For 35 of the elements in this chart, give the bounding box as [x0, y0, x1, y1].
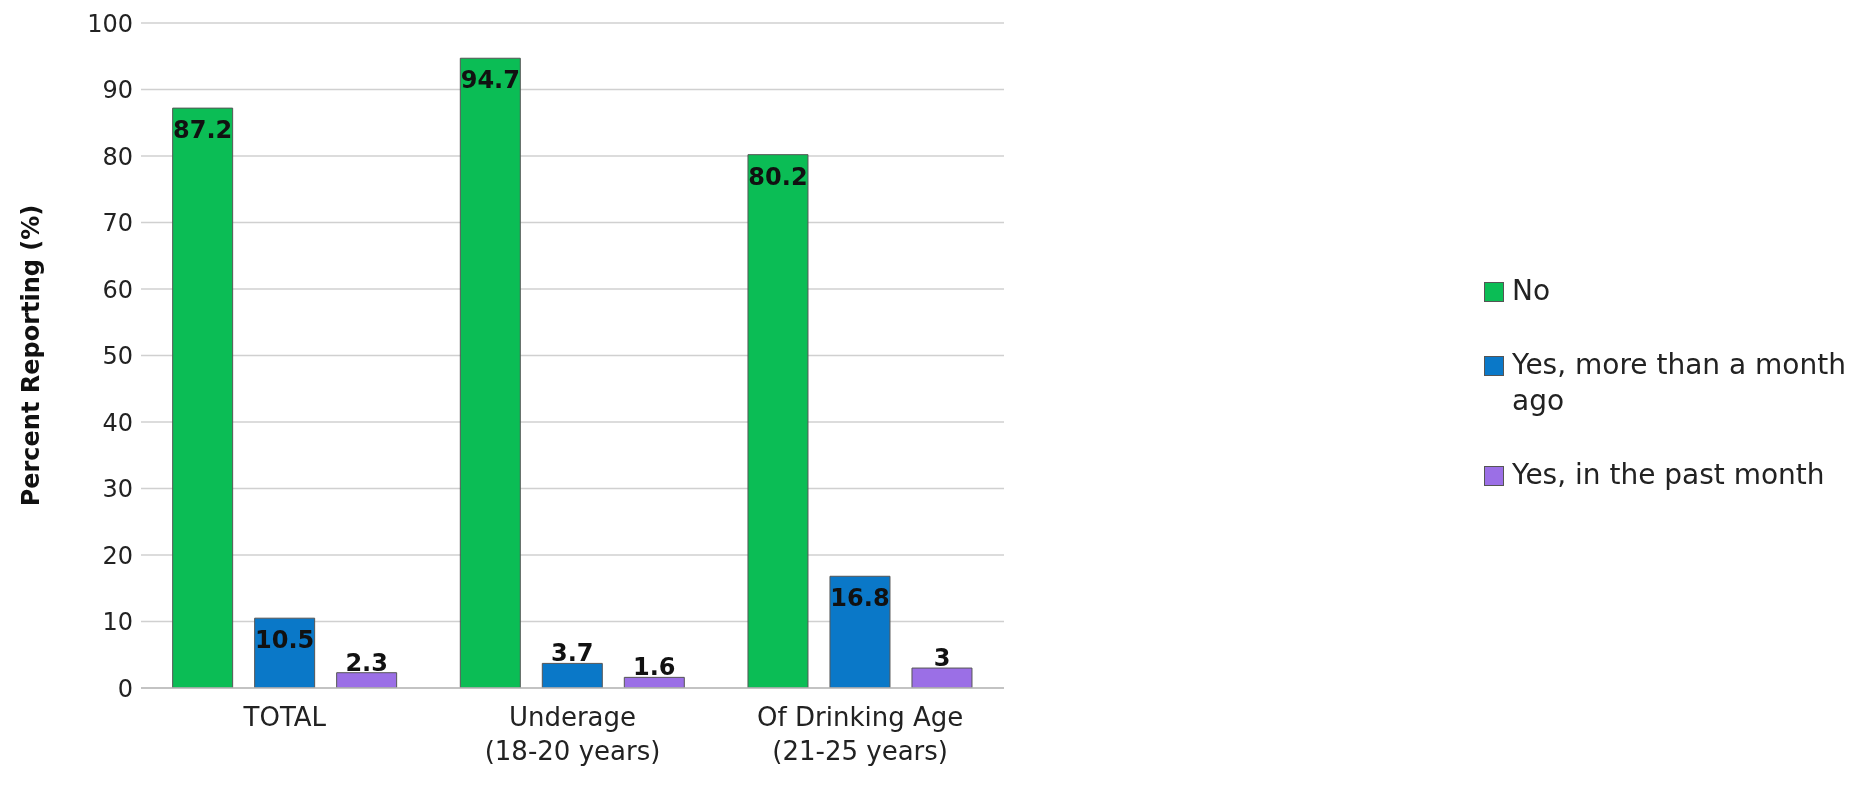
bar — [459, 57, 521, 688]
data-label: 10.5 — [255, 626, 315, 655]
y-tick-label: 0 — [117, 674, 133, 703]
data-label: 87.2 — [173, 116, 233, 145]
data-label: 3.7 — [551, 639, 594, 668]
legend-label: Yes, in the past month — [1512, 456, 1825, 493]
bar — [829, 575, 891, 688]
y-tick-label: 10 — [102, 608, 133, 637]
bar — [336, 672, 398, 688]
data-label: 94.7 — [460, 66, 520, 95]
data-label: 2.3 — [345, 648, 388, 677]
x-tick-label: Of Drinking Age (21-25 years) — [757, 702, 964, 766]
bar — [911, 667, 973, 688]
y-tick-label: 90 — [102, 76, 133, 105]
data-label: 1.6 — [633, 653, 676, 682]
data-label: 3 — [933, 644, 951, 673]
y-tick-label: 40 — [102, 408, 133, 437]
y-tick-label: 20 — [102, 541, 133, 570]
legend-label: No — [1512, 272, 1551, 309]
x-tick-label: Underage (18-20 years) — [484, 702, 661, 766]
data-label: 16.8 — [830, 584, 890, 613]
y-tick-label: 80 — [102, 142, 133, 171]
y-tick-label: 50 — [102, 342, 133, 371]
bar — [541, 662, 603, 688]
x-tick-label: TOTAL — [242, 702, 327, 732]
bar — [747, 154, 809, 688]
bar — [172, 107, 234, 688]
y-axis-title: Percent Reporting (%) — [16, 204, 45, 507]
y-tick-label: 30 — [102, 475, 133, 504]
bar — [623, 676, 685, 688]
y-tick-label: 70 — [102, 209, 133, 238]
y-tick-label: 60 — [102, 275, 133, 304]
data-label: 80.2 — [748, 162, 808, 191]
y-tick-label: 100 — [87, 9, 133, 38]
legend-label: Yes, more than a month ago — [1512, 346, 1847, 419]
